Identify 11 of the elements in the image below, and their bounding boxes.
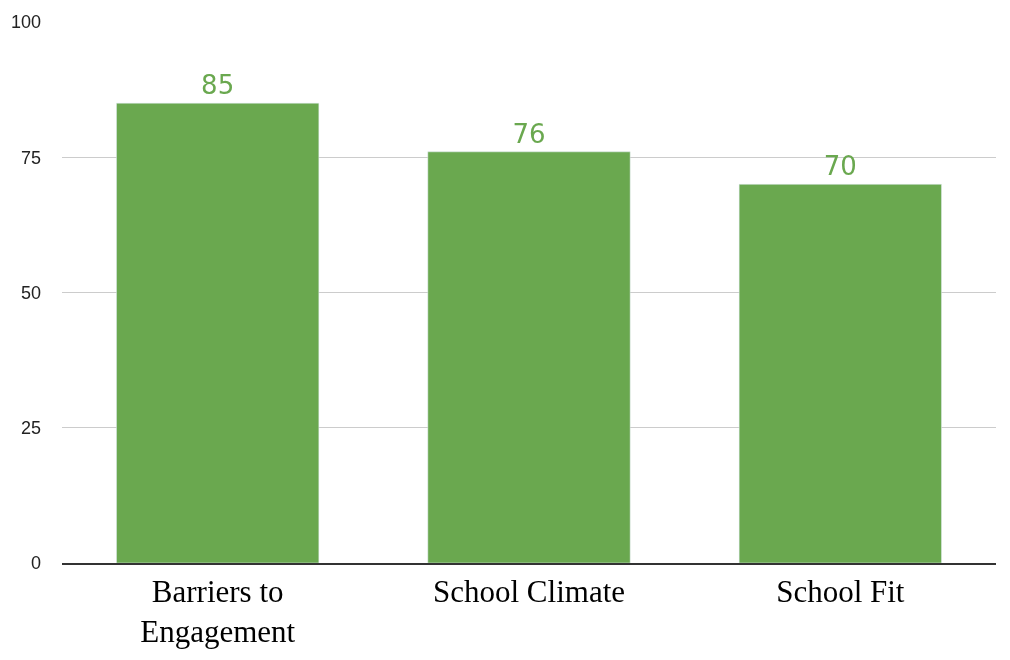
x-tick-label: School Fit [776, 573, 905, 609]
y-tick-label: 0 [30, 553, 41, 574]
y-tick-label: 100 [10, 12, 41, 33]
data-label: 85 [201, 70, 235, 101]
data-label: 70 [823, 151, 857, 182]
data-label: 76 [512, 118, 546, 149]
y-tick-label: 50 [20, 282, 41, 303]
x-tick-label: School Climate [432, 573, 626, 609]
y-tick-label: 75 [20, 147, 41, 168]
y-tick-label: 25 [20, 418, 41, 439]
x-tick-label: Barriers to Engagement [140, 573, 296, 650]
